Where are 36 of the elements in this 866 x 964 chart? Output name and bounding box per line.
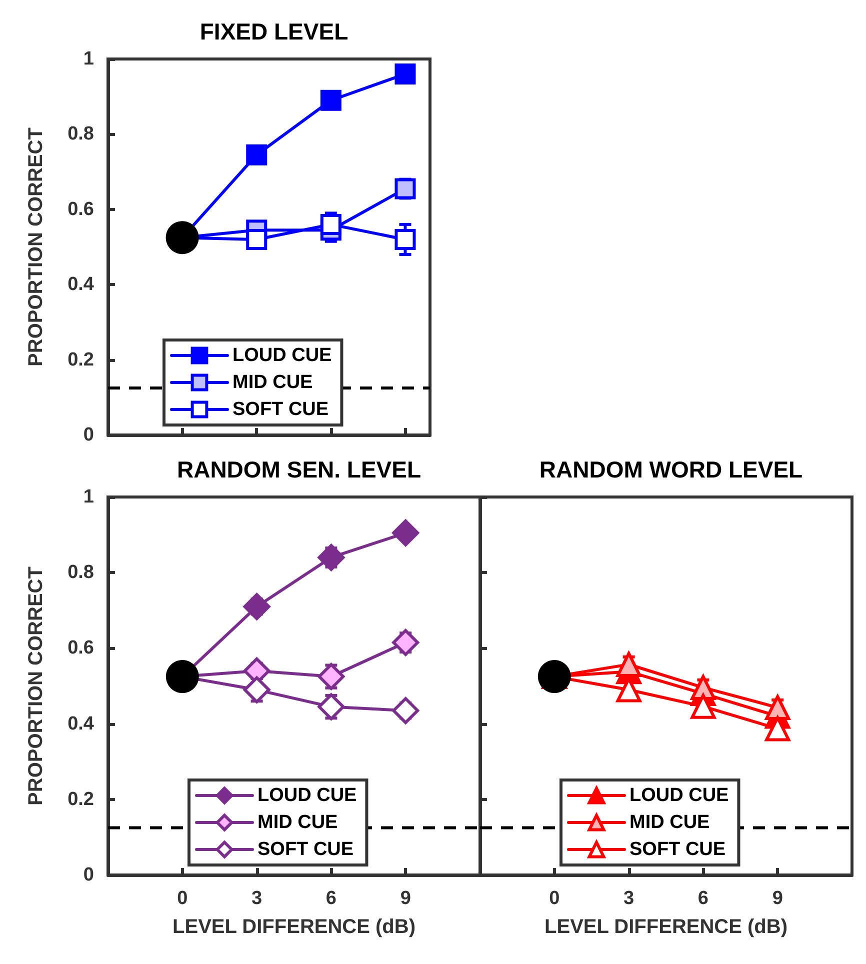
x-tick-label: 9 bbox=[772, 888, 783, 909]
legend-label: MID CUE bbox=[630, 812, 710, 833]
y-tick-label: 0.8 bbox=[68, 562, 94, 584]
x-axis-title: LEVEL DIFFERENCE (dB) bbox=[544, 916, 788, 938]
legend-label: LOUD CUE bbox=[258, 785, 357, 806]
y-tick-label: 0.4 bbox=[68, 274, 94, 296]
y-tick-label: 0.6 bbox=[68, 198, 94, 220]
y-tick-label: 0 bbox=[83, 864, 94, 886]
y-tick-label: 0.2 bbox=[68, 788, 94, 810]
y-axis-title: PROPORTION CORRECT bbox=[25, 128, 47, 366]
x-tick-label: 0 bbox=[549, 888, 560, 909]
legend-label: LOUD CUE bbox=[630, 785, 729, 806]
y-axis-title: PROPORTION CORRECT bbox=[25, 566, 47, 806]
chart-title: FIXED LEVEL bbox=[200, 18, 348, 44]
y-tick-label: 0.4 bbox=[68, 713, 94, 734]
x-tick-label: 3 bbox=[252, 888, 262, 909]
y-tick-label: 1 bbox=[83, 486, 94, 508]
y-tick-label: 0.6 bbox=[68, 638, 94, 659]
y-tick-label: 0.8 bbox=[68, 124, 94, 145]
legend-label: MID CUE bbox=[232, 372, 313, 393]
chart-title: RANDOM SEN. LEVEL bbox=[176, 456, 422, 482]
x-tick-label: 6 bbox=[698, 888, 708, 909]
legend-label: MID CUE bbox=[258, 812, 338, 833]
x-tick-label: 3 bbox=[624, 888, 634, 909]
y-tick-label: 0 bbox=[83, 424, 94, 446]
legend-label: SOFT CUE bbox=[630, 839, 726, 860]
legend-label: SOFT CUE bbox=[232, 399, 329, 420]
y-tick-label: 1 bbox=[83, 48, 94, 70]
x-tick-label: 6 bbox=[326, 888, 336, 909]
legend-label: LOUD CUE bbox=[232, 345, 332, 366]
x-axis-title: LEVEL DIFFERENCE (dB) bbox=[172, 916, 416, 938]
legend-label: SOFT CUE bbox=[258, 839, 354, 860]
x-tick-label: 0 bbox=[177, 888, 188, 909]
x-tick-label: 9 bbox=[400, 888, 411, 909]
chart-title: RANDOM WORD LEVEL bbox=[539, 456, 803, 482]
y-tick-label: 0.2 bbox=[68, 349, 94, 370]
